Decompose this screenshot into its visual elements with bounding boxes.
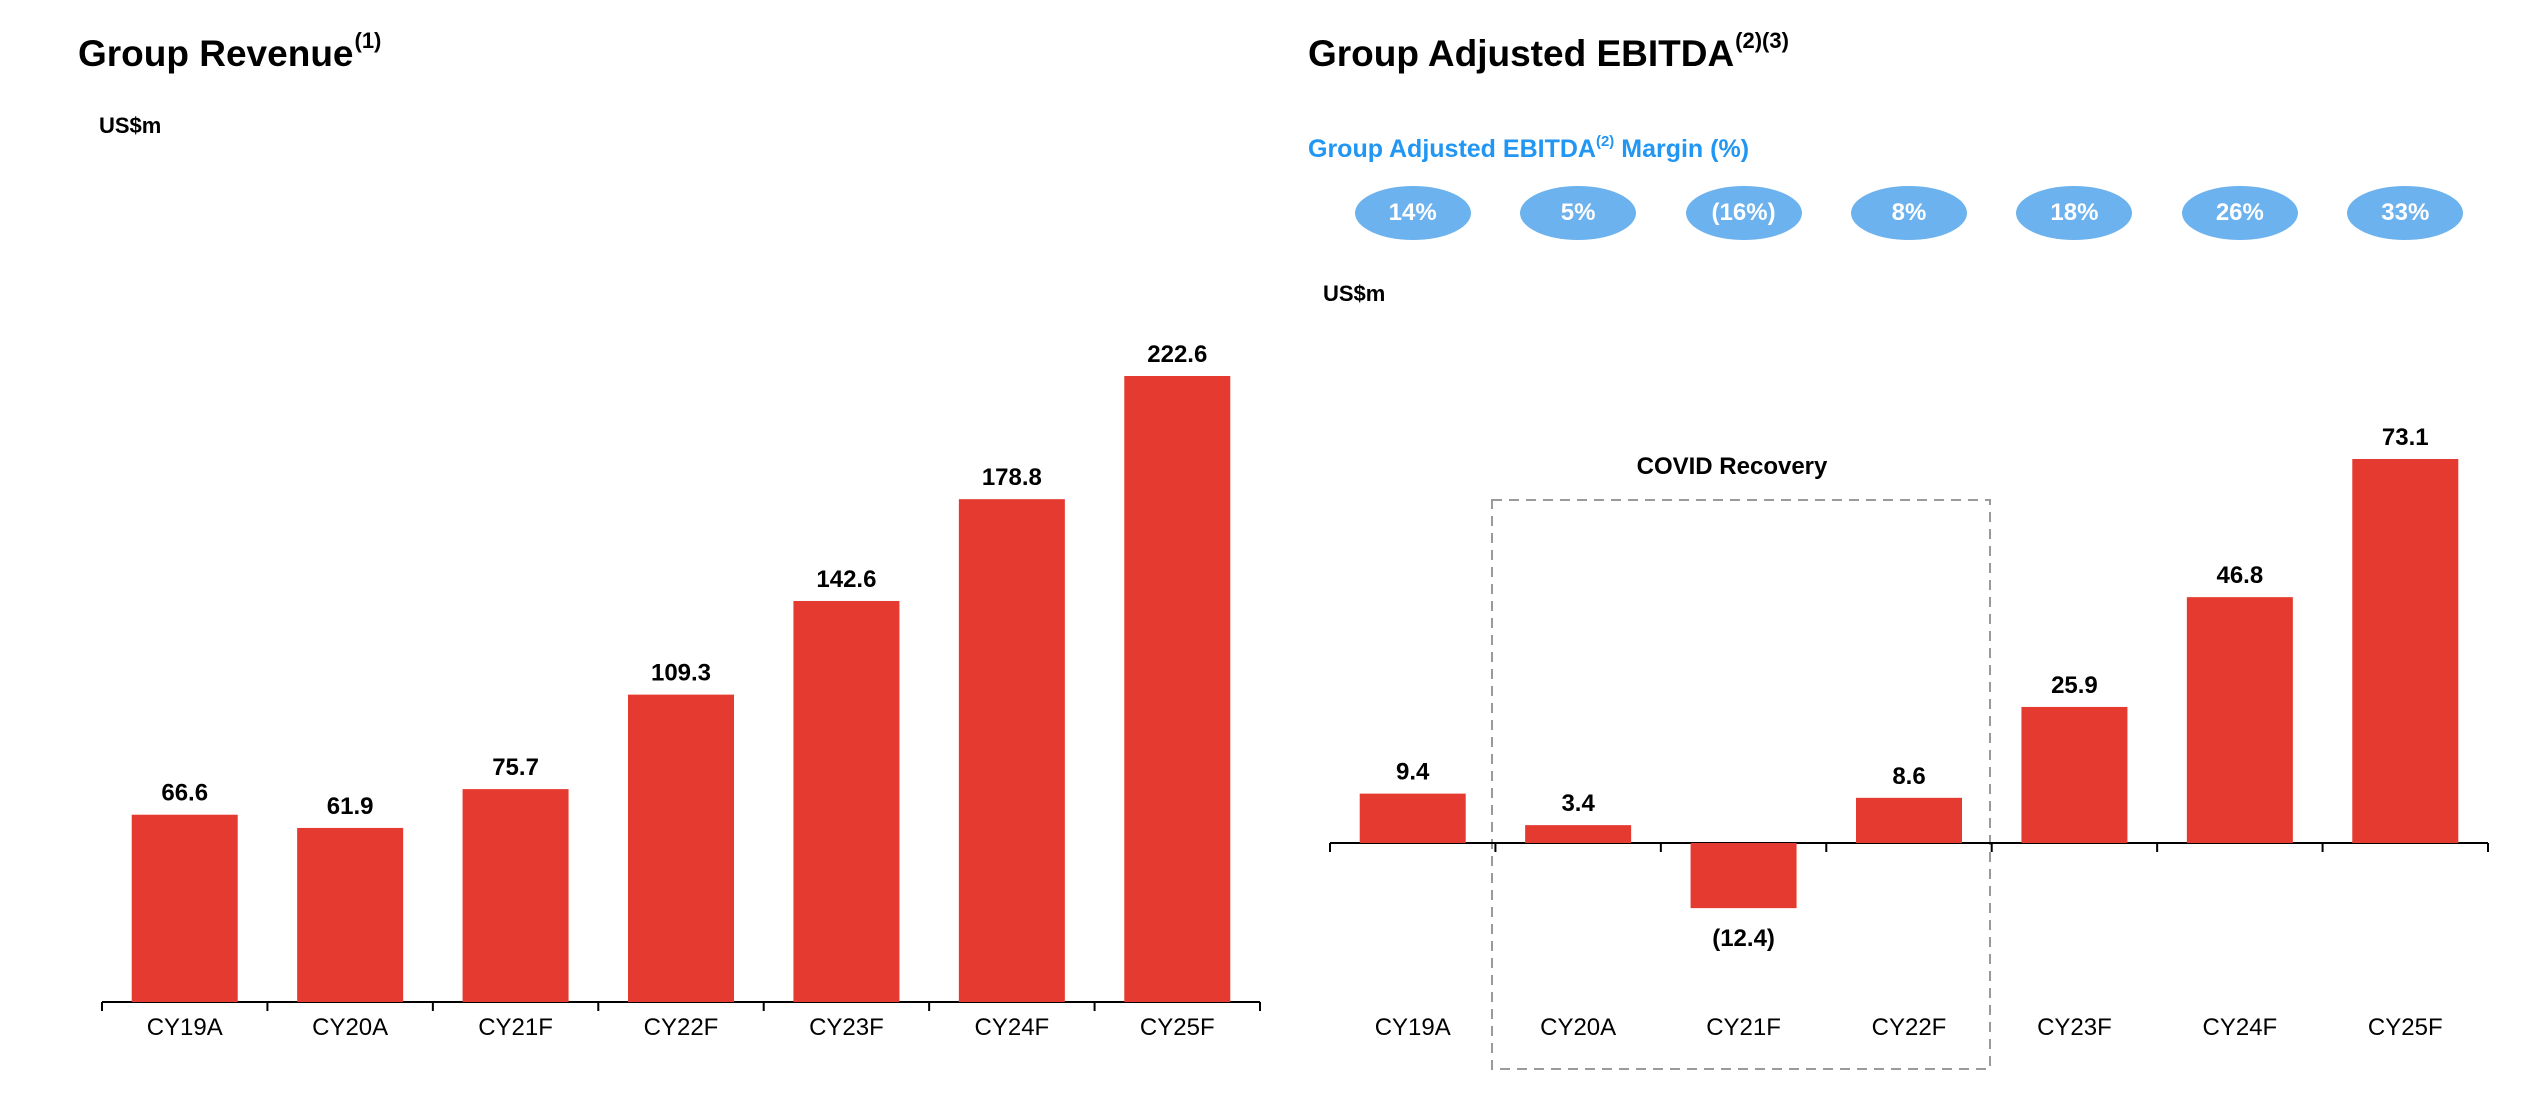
margin-pill: 8% — [1851, 186, 1967, 240]
bar-cy23f — [793, 600, 900, 1002]
value-label: (12.4) — [1712, 925, 1775, 952]
margin-pill: 33% — [2347, 186, 2464, 240]
value-label: 66.6 — [161, 780, 208, 807]
bar-cy22f — [628, 694, 734, 1002]
ebitda-title-text: Group Adjusted EBITDA — [1308, 33, 1735, 74]
value-label: 25.9 — [2051, 672, 2098, 699]
category-label: CY21F — [478, 1014, 553, 1041]
revenue-title-footnote: (1) — [354, 28, 382, 53]
value-label: 142.6 — [816, 566, 876, 593]
bar-cy20a — [1525, 825, 1632, 843]
margin-pill: (16%) — [1685, 186, 1802, 240]
revenue-title-text: Group Revenue — [78, 33, 354, 74]
category-label: CY24F — [2203, 1014, 2278, 1041]
bar-cy25f — [1124, 376, 1231, 1002]
category-label: CY25F — [2368, 1014, 2443, 1041]
bar-cy24f — [958, 499, 1065, 1002]
covid-recovery-box — [1491, 499, 1991, 1070]
value-label: 46.8 — [2216, 562, 2263, 589]
bar-cy21f — [462, 789, 569, 1002]
category-label: CY23F — [809, 1014, 884, 1041]
margin-pill: 5% — [1520, 186, 1637, 240]
category-label: CY19A — [147, 1014, 223, 1041]
ebitda-title-footnote: (2)(3) — [1735, 28, 1789, 53]
bar-cy20a — [297, 827, 404, 1002]
revenue-unit-label: US$m — [99, 113, 162, 138]
value-label: 9.4 — [1396, 759, 1430, 786]
margin-pill: 18% — [2016, 186, 2133, 240]
bar-cy24f — [2186, 597, 2293, 843]
covid-recovery-label: COVID Recovery — [1637, 453, 1828, 480]
bar-cy23f — [2021, 706, 2128, 843]
bar-cy21f — [1690, 843, 1797, 909]
margin-title-footnote: (2) — [1595, 133, 1615, 150]
value-label: 73.1 — [2382, 424, 2429, 451]
margin-pill: 14% — [1354, 186, 1471, 240]
margin-title-prefix: Group Adjusted EBITDA — [1308, 135, 1596, 163]
ebitda-chart-title: Group Adjusted EBITDA(2)(3) — [1308, 30, 1789, 74]
bar-cy19a — [131, 814, 238, 1002]
value-label: 178.8 — [982, 464, 1042, 491]
bar-cy22f — [1856, 797, 1962, 843]
category-label: CY20A — [312, 1014, 388, 1041]
category-label: CY22F — [1872, 1014, 1947, 1041]
bar-cy25f — [2352, 459, 2459, 843]
value-label: 8.6 — [1892, 763, 1925, 790]
value-label: 3.4 — [1561, 790, 1595, 817]
revenue-chart-title: Group Revenue(1) — [78, 30, 381, 74]
category-label: CY22F — [644, 1014, 719, 1041]
margin-row-title: Group Adjusted EBITDA(2) Margin (%) — [1308, 134, 1750, 163]
category-label: CY25F — [1140, 1014, 1215, 1041]
value-label: 109.3 — [651, 660, 711, 687]
category-label: CY23F — [2037, 1014, 2112, 1041]
category-label: CY24F — [975, 1014, 1050, 1041]
margin-title-suffix: Margin (%) — [1614, 135, 1750, 163]
category-label: CY21F — [1706, 1014, 1781, 1041]
category-label: CY19A — [1375, 1014, 1451, 1041]
value-label: 75.7 — [492, 754, 539, 781]
revenue-bar-chart: 66.6 CY19A 61.9 CY20A 75.7 CY21F 109.3 CY22F 142… — [101, 341, 1261, 1041]
value-label: 61.9 — [327, 793, 374, 820]
bar-cy19a — [1359, 793, 1466, 843]
ebitda-unit-label: US$m — [1323, 281, 1386, 306]
margin-pill: 26% — [2181, 186, 2298, 240]
category-label: CY20A — [1540, 1014, 1616, 1041]
value-label: 222.6 — [1147, 341, 1207, 368]
